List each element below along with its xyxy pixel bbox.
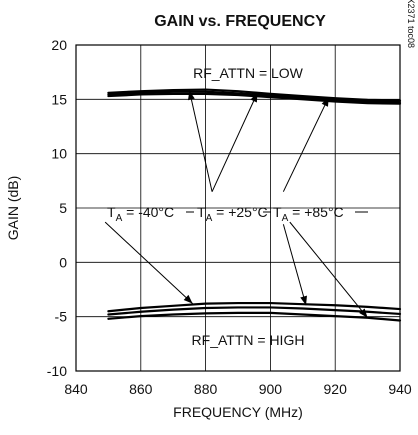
rf-attn-high-label: RF_ATTN = HIGH: [192, 332, 305, 348]
y-tick-label: 5: [59, 200, 67, 216]
rf-attn-low-label: RF_ATTN = LOW: [193, 65, 304, 81]
temp-symbol: T: [197, 204, 206, 220]
temp-value: = -40°C: [122, 204, 174, 220]
temp-symbol: T: [273, 204, 282, 220]
x-tick-label: 880: [194, 381, 218, 397]
temp-subscript: A: [282, 213, 289, 224]
arrow: [104, 221, 193, 304]
arrow-head: [183, 294, 193, 304]
arrow-shaft: [289, 221, 368, 319]
x-tick-labels: 840 860 880 900 920 940: [64, 381, 412, 397]
plot-frame: [75, 44, 401, 372]
temp-label-minus40: TA = -40°C: [107, 204, 174, 224]
arrow-head: [300, 295, 307, 306]
arrow-shaft: [104, 221, 193, 304]
chart-title: GAIN vs. FREQUENCY: [154, 13, 326, 30]
series-line-low-2: [107, 90, 402, 104]
temp-value: = +85°C: [288, 204, 343, 220]
arrow-shaft: [188, 90, 213, 192]
figure-code: MAX2371 toc08: [406, 0, 416, 48]
y-tick-label: 15: [51, 91, 67, 107]
x-tick-label: 900: [259, 381, 283, 397]
arrow: [211, 92, 258, 192]
arrow-shaft: [282, 224, 307, 306]
y-tick-labels: -10 -5 0 5 10 15 20: [47, 37, 67, 379]
y-tick-label: 10: [51, 146, 67, 162]
arrow: [187, 90, 213, 192]
temp-subscript: A: [116, 213, 123, 224]
y-tick-label: 20: [51, 37, 67, 53]
y-tick-label: 0: [59, 254, 67, 270]
arrow-shaft: [282, 96, 330, 192]
arrow-head: [250, 92, 258, 103]
series-line-high-3: [107, 311, 402, 322]
series-line-low-1: [107, 88, 402, 102]
arrow: [282, 224, 307, 306]
temp-subscript: A: [206, 213, 213, 224]
x-tick-label: 920: [324, 381, 348, 397]
y-tick-label: -10: [47, 363, 67, 379]
x-tick-label: 940: [388, 381, 412, 397]
x-tick-label: 860: [129, 381, 153, 397]
arrow-head: [359, 308, 368, 318]
temp-value: = +25°C: [212, 204, 267, 220]
temp-symbol: T: [107, 204, 116, 220]
temp-labels: TA = -40°C TA = +25°C TA = +85°C: [107, 204, 368, 224]
arrow-shaft: [211, 92, 258, 192]
x-axis-label: FREQUENCY (MHz): [173, 404, 303, 420]
annotation-arrows: [104, 90, 368, 319]
x-tick-label: 840: [64, 381, 88, 397]
temp-label-plus85: TA = +85°C: [273, 204, 344, 224]
arrow-head: [321, 97, 329, 107]
arrow: [282, 96, 330, 192]
y-axis-label: GAIN (dB): [5, 176, 21, 241]
temp-label-plus25: TA = +25°C: [197, 204, 268, 224]
arrow-head: [187, 90, 195, 101]
y-tick-label: -5: [55, 309, 68, 325]
series-line-high-2: [107, 306, 402, 316]
series-line-high-1: [107, 301, 402, 313]
arrow: [289, 221, 368, 319]
